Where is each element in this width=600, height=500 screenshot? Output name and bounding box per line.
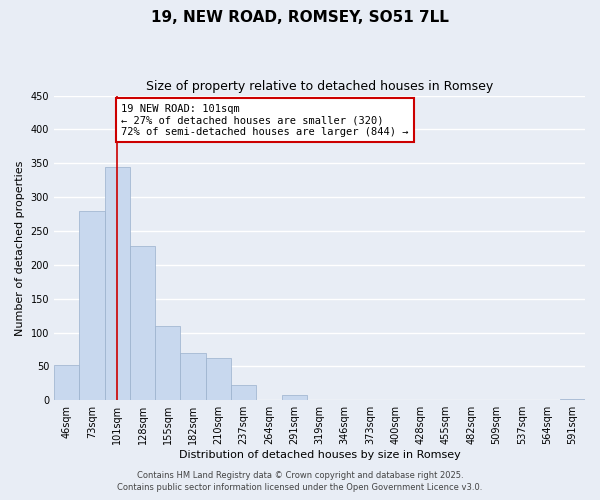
Bar [104, 166, 130, 400]
Bar [79, 210, 104, 400]
Y-axis label: Number of detached properties: Number of detached properties [15, 160, 25, 336]
Text: Contains HM Land Registry data © Crown copyright and database right 2025.
Contai: Contains HM Land Registry data © Crown c… [118, 471, 482, 492]
Bar [54, 365, 79, 400]
Bar [231, 386, 256, 400]
Bar [130, 246, 155, 400]
Bar [206, 358, 231, 400]
Title: Size of property relative to detached houses in Romsey: Size of property relative to detached ho… [146, 80, 493, 93]
Bar [281, 396, 307, 400]
Text: 19, NEW ROAD, ROMSEY, SO51 7LL: 19, NEW ROAD, ROMSEY, SO51 7LL [151, 10, 449, 25]
Text: 19 NEW ROAD: 101sqm
← 27% of detached houses are smaller (320)
72% of semi-detac: 19 NEW ROAD: 101sqm ← 27% of detached ho… [121, 104, 409, 137]
Bar [155, 326, 181, 400]
Bar [560, 399, 585, 400]
Bar [181, 353, 206, 400]
X-axis label: Distribution of detached houses by size in Romsey: Distribution of detached houses by size … [179, 450, 460, 460]
